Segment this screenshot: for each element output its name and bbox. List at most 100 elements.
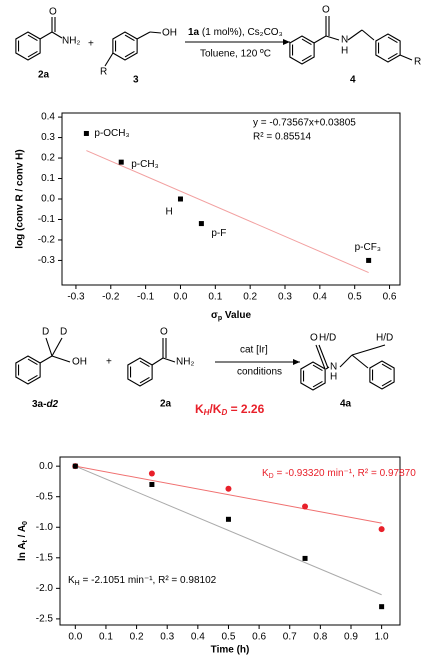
y-tick-label: 0.0 [41, 194, 55, 205]
bond [351, 344, 386, 356]
fit-line [75, 465, 382, 596]
compound-id: 2a [38, 70, 50, 81]
compound-id: 4 [350, 75, 356, 86]
benzene-ring [375, 33, 401, 63]
fit-annotation: KH = -2.1051 min⁻¹, R² = 0.98102 [68, 575, 217, 587]
x-tick-label: 0.1 [208, 292, 222, 303]
bond [381, 363, 392, 371]
atom: D [60, 327, 67, 338]
x-tick-label: 0.6 [383, 292, 397, 303]
compound-id: 3 [133, 75, 139, 86]
conditions: conditions [237, 367, 282, 378]
bond [136, 31, 151, 40]
bond [301, 54, 312, 62]
bond [124, 34, 135, 42]
fit-annotation: R² = 0.85514 [253, 132, 312, 143]
x-tick-label: 0.9 [344, 632, 358, 643]
label-part: ln A [17, 542, 28, 561]
atom: D [42, 327, 49, 338]
data-point [148, 470, 155, 477]
data-point [72, 463, 78, 469]
bond [315, 344, 326, 370]
data-point [225, 485, 232, 492]
atom: OH [162, 28, 177, 39]
data-point [83, 130, 89, 136]
point-label: p-CH₃ [131, 159, 158, 170]
x-tick-label: -0.2 [102, 292, 120, 303]
fit-annotation: KD = -0.93320 min⁻¹, R² = 0.97870 [262, 468, 416, 480]
bond [351, 354, 369, 369]
atom: R [100, 67, 107, 78]
label-part: D [269, 473, 274, 480]
bond [399, 54, 413, 61]
y-tick-label: -0.3 [38, 255, 56, 266]
atom: O [322, 5, 330, 16]
atom: NH₂ [176, 357, 194, 368]
x-tick-label: 0.3 [278, 292, 292, 303]
y-tick-label: -2.0 [36, 583, 54, 594]
x-tick-label: -0.1 [137, 292, 155, 303]
compound-id: 3a-d2 [32, 399, 59, 410]
benzene-ring [289, 35, 315, 65]
bond [318, 344, 329, 369]
x-axis-title: Time (h) [211, 645, 250, 656]
bond [312, 380, 323, 388]
data-point [378, 526, 385, 533]
x-tick-label: 0.3 [160, 632, 174, 643]
bond [51, 31, 63, 39]
x-tick-label: 0.7 [283, 632, 297, 643]
y-axis-title: ln At / A0 [17, 521, 29, 561]
bond [139, 360, 150, 368]
bond [313, 35, 327, 44]
conditions: Toluene, 120 ºC [200, 49, 271, 60]
x-tick-label: 0.2 [130, 632, 144, 643]
bond [139, 376, 150, 384]
fit-annotation: y = -0.73567x+0.03805 [253, 118, 356, 129]
atom: H [330, 372, 337, 383]
y-tick-label: 0.2 [41, 153, 55, 164]
fit-line [75, 465, 382, 524]
y-axis-title: log (conv R / conv H) [15, 149, 26, 248]
x-tick-label: 0.4 [313, 292, 327, 303]
x-tick-label: 0.6 [252, 632, 266, 643]
x-tick-label: 0.5 [348, 292, 362, 303]
atom: H/D [319, 333, 336, 344]
atom: N [341, 35, 348, 46]
y-tick-label: 0.1 [41, 173, 55, 184]
bond [151, 357, 164, 366]
kie-part: /K [209, 402, 221, 416]
bond [51, 337, 63, 357]
benzene-ring [300, 361, 326, 391]
bond [45, 337, 53, 357]
data-point [118, 159, 124, 165]
kie-part: D [221, 408, 227, 417]
data-point [225, 516, 231, 522]
bond [312, 364, 323, 372]
label-part: H [75, 580, 80, 587]
atom: OH [72, 357, 87, 368]
compound-id-text: d2 [46, 399, 58, 410]
bond [381, 379, 392, 387]
catalyst: 1a [188, 27, 200, 38]
y-tick-label: -0.1 [38, 214, 56, 225]
bond [387, 36, 398, 44]
x-axis-title: σp Value [211, 310, 251, 322]
point-label: H [165, 207, 172, 218]
y-tick-label: -1.5 [36, 552, 54, 563]
arrow-head [293, 359, 300, 365]
data-point [379, 604, 385, 610]
benzene-ring [15, 355, 41, 385]
bond [39, 355, 53, 364]
compound-id-text: 3a- [32, 399, 46, 410]
data-point [198, 221, 204, 227]
x-tick-label: 0.5 [222, 632, 236, 643]
x-tick-label: 0.8 [313, 632, 327, 643]
x-tick-label: 0.1 [99, 632, 113, 643]
reagent: cat [Ir] [240, 345, 268, 356]
data-point [302, 503, 309, 510]
plus: + [106, 357, 112, 368]
atom: O [310, 333, 318, 344]
bond [149, 31, 162, 34]
